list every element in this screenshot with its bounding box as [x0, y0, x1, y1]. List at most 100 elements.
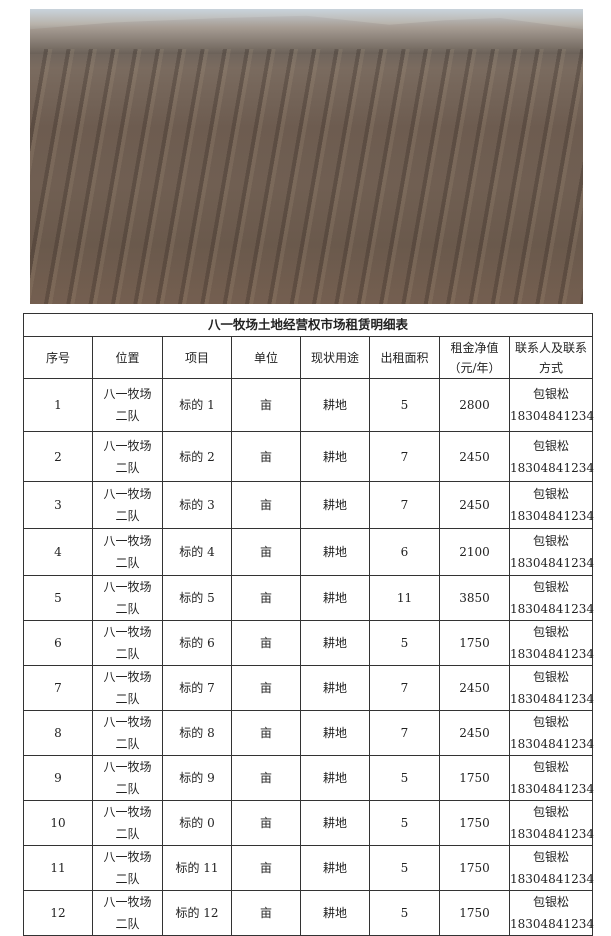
contact-name: 包银松 [533, 760, 570, 774]
item: 标的 12 [162, 890, 232, 936]
location-line2: 二队 [115, 460, 140, 475]
row-number: 7 [23, 665, 93, 711]
table-row: 3 八一牧场 二队 标的 3 亩 耕地 7 2450 包银松 18304841234 [23, 481, 594, 529]
location: 八一牧场 二队 [92, 620, 163, 666]
location-line1: 八一牧场 [103, 850, 152, 864]
unit: 亩 [231, 890, 301, 936]
table-row: 4 八一牧场 二队 标的 4 亩 耕地 6 2100 包银松 18304841234 [23, 528, 594, 576]
contact: 包银松 18304841234 [508, 431, 594, 482]
contact-name: 包银松 [533, 487, 570, 501]
location-line2: 二队 [115, 782, 140, 796]
contact-name: 包银松 [533, 895, 570, 909]
location: 八一牧场 二队 [92, 755, 163, 801]
usage: 耕地 [300, 575, 370, 621]
column-header: 单位 [231, 336, 301, 379]
unit: 亩 [231, 800, 301, 846]
rent: 2450 [439, 710, 510, 756]
column-header: 出租面积 [369, 336, 440, 379]
column-header: 序号 [23, 336, 93, 379]
usage: 耕地 [300, 481, 370, 529]
contact: 包银松 18304841234 [508, 378, 594, 432]
location: 八一牧场 二队 [92, 378, 163, 432]
lease-table: 八一牧场土地经营权市场租赁明细表 序号 位置 项目 单位 现状用途 出租面积 租金净值（元/… [22, 313, 594, 936]
area: 5 [369, 378, 440, 432]
contact-phone: 18304841234 [510, 737, 594, 751]
contact-phone: 18304841234 [510, 782, 594, 796]
location-line2: 二队 [115, 647, 140, 661]
usage: 耕地 [300, 620, 370, 666]
contact: 包银松 18304841234 [508, 845, 594, 891]
contact-name: 包银松 [533, 387, 570, 401]
row-number: 9 [23, 755, 93, 801]
row-number: 12 [23, 890, 93, 936]
usage: 耕地 [300, 800, 370, 846]
rent: 2800 [439, 378, 510, 432]
area: 7 [369, 431, 440, 482]
area: 5 [369, 890, 440, 936]
contact: 包银松 18304841234 [508, 575, 594, 621]
location-line2: 二队 [115, 602, 140, 616]
hills [30, 15, 583, 54]
table-row: 8 八一牧场 二队 标的 8 亩 耕地 7 2450 包银松 18304841234 [23, 710, 594, 756]
location: 八一牧场 二队 [92, 481, 163, 529]
contact-phone: 18304841234 [510, 917, 594, 931]
rent: 2450 [439, 481, 510, 529]
location-line1: 八一牧场 [103, 895, 152, 909]
usage: 耕地 [300, 890, 370, 936]
contact-phone: 18304841234 [510, 460, 594, 475]
unit: 亩 [231, 845, 301, 891]
location-line2: 二队 [115, 737, 140, 751]
usage: 耕地 [300, 710, 370, 756]
unit: 亩 [231, 378, 301, 432]
table-row: 10 八一牧场 二队 标的 0 亩 耕地 5 1750 包银松 1830484123… [23, 800, 594, 846]
row-number: 8 [23, 710, 93, 756]
item: 标的 8 [162, 710, 232, 756]
row-number: 10 [23, 800, 93, 846]
area: 7 [369, 481, 440, 529]
rent: 1750 [439, 620, 510, 666]
row-number: 5 [23, 575, 93, 621]
unit: 亩 [231, 710, 301, 756]
contact: 包银松 18304841234 [508, 620, 594, 666]
location: 八一牧场 二队 [92, 800, 163, 846]
row-number: 4 [23, 528, 93, 576]
contact-name: 包银松 [533, 580, 570, 594]
location-line1: 八一牧场 [103, 487, 152, 501]
location: 八一牧场 二队 [92, 890, 163, 936]
contact-phone: 18304841234 [510, 827, 594, 841]
row-number: 11 [23, 845, 93, 891]
table-row: 1 八一牧场 二队 标的 1 亩 耕地 5 2800 包银松 18304841234 [23, 378, 594, 432]
area: 6 [369, 528, 440, 576]
rent: 3850 [439, 575, 510, 621]
location-line1: 八一牧场 [103, 580, 152, 594]
row-number: 6 [23, 620, 93, 666]
unit: 亩 [231, 481, 301, 529]
item: 标的 4 [162, 528, 232, 576]
rent: 2450 [439, 665, 510, 711]
location: 八一牧场 二队 [92, 575, 163, 621]
location-line1: 八一牧场 [103, 670, 152, 684]
location-line2: 二队 [115, 556, 140, 570]
contact-phone: 18304841234 [510, 509, 594, 523]
column-header: 租金净值（元/年） [439, 336, 510, 379]
location-line2: 二队 [115, 827, 140, 841]
row-number: 3 [23, 481, 93, 529]
rent: 1750 [439, 755, 510, 801]
location-line1: 八一牧场 [103, 760, 152, 774]
usage: 耕地 [300, 665, 370, 711]
contact: 包银松 18304841234 [508, 755, 594, 801]
item: 标的 3 [162, 481, 232, 529]
location-line1: 八一牧场 [103, 625, 152, 639]
contact-name: 包银松 [533, 805, 570, 819]
item: 标的 6 [162, 620, 232, 666]
location-line1: 八一牧场 [103, 438, 152, 453]
rent: 2450 [439, 431, 510, 482]
table-row: 7 八一牧场 二队 标的 7 亩 耕地 7 2450 包银松 18304841234 [23, 665, 594, 711]
item: 标的 2 [162, 431, 232, 482]
area: 11 [369, 575, 440, 621]
contact: 包银松 18304841234 [508, 481, 594, 529]
unit: 亩 [231, 431, 301, 482]
location-line1: 八一牧场 [103, 534, 152, 548]
location-line2: 二队 [115, 409, 140, 423]
item: 标的 0 [162, 800, 232, 846]
